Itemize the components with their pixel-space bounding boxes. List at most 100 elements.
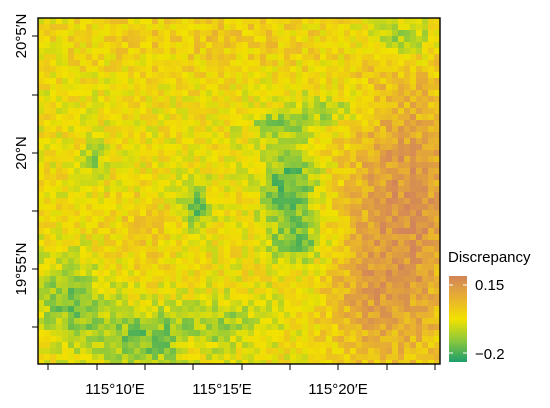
raster-cell (428, 60, 434, 66)
raster-cell (146, 270, 152, 276)
raster-cell (434, 90, 440, 96)
raster-cell (368, 318, 374, 324)
raster-cell (428, 42, 434, 48)
raster-cell (320, 102, 326, 108)
raster-cell (158, 156, 164, 162)
raster-cell (134, 168, 140, 174)
raster-cell (170, 48, 176, 54)
raster-cell (158, 270, 164, 276)
raster-cell (104, 288, 110, 294)
raster-cell (38, 198, 44, 204)
raster-cell (368, 246, 374, 252)
raster-cell (176, 300, 182, 306)
raster-cell (356, 306, 362, 312)
raster-cell (146, 342, 152, 348)
raster-cell (104, 282, 110, 288)
raster-cell (134, 114, 140, 120)
raster-cell (284, 168, 290, 174)
raster-cell (350, 216, 356, 222)
raster-cell (176, 342, 182, 348)
raster-cell (44, 312, 50, 318)
raster-cell (422, 144, 428, 150)
raster-cell (350, 234, 356, 240)
raster-cell (320, 240, 326, 246)
raster-cell (236, 150, 242, 156)
raster-cell (194, 288, 200, 294)
raster-cell (260, 174, 266, 180)
raster-cell (110, 180, 116, 186)
raster-cell (296, 198, 302, 204)
raster-cell (134, 84, 140, 90)
raster-cell (338, 84, 344, 90)
raster-cell (416, 270, 422, 276)
raster-cell (104, 246, 110, 252)
raster-cell (308, 30, 314, 36)
raster-cell (248, 66, 254, 72)
raster-cell (422, 294, 428, 300)
raster-cell (302, 300, 308, 306)
raster-cell (182, 252, 188, 258)
raster-cell (68, 186, 74, 192)
raster-cell (326, 288, 332, 294)
raster-cell (410, 162, 416, 168)
raster-cell (164, 42, 170, 48)
raster-cell (416, 168, 422, 174)
raster-cell (332, 174, 338, 180)
raster-cell (332, 354, 338, 360)
raster-cell (116, 78, 122, 84)
raster-cell (338, 306, 344, 312)
raster-cell (410, 276, 416, 282)
raster-cell (182, 144, 188, 150)
raster-cell (416, 288, 422, 294)
raster-cell (302, 348, 308, 354)
raster-cell (146, 30, 152, 36)
raster-cell (434, 210, 440, 216)
raster-cell (182, 114, 188, 120)
raster-cell (38, 318, 44, 324)
raster-cell (68, 312, 74, 318)
raster-cell (272, 276, 278, 282)
raster-cell (212, 240, 218, 246)
raster-cell (308, 234, 314, 240)
raster-cell (392, 186, 398, 192)
raster-cell (128, 36, 134, 42)
raster-cell (56, 60, 62, 66)
raster-cell (254, 156, 260, 162)
raster-cell (380, 192, 386, 198)
raster-cell (50, 222, 56, 228)
raster-cell (344, 60, 350, 66)
raster-cell (272, 306, 278, 312)
raster-cell (38, 78, 44, 84)
raster-cell (386, 144, 392, 150)
raster-cell (98, 90, 104, 96)
raster-cell (188, 324, 194, 330)
raster-cell (368, 228, 374, 234)
raster-cell (98, 96, 104, 102)
raster-cell (260, 48, 266, 54)
raster-cell (230, 312, 236, 318)
raster-cell (320, 150, 326, 156)
raster-cell (302, 246, 308, 252)
raster-cell (140, 60, 146, 66)
raster-cell (410, 330, 416, 336)
raster-cell (68, 42, 74, 48)
raster-cell (308, 300, 314, 306)
raster-cell (332, 240, 338, 246)
raster-cell (368, 210, 374, 216)
raster-cell (422, 276, 428, 282)
raster-cell (128, 60, 134, 66)
raster-cell (140, 156, 146, 162)
raster-cell (302, 54, 308, 60)
raster-cell (392, 330, 398, 336)
raster-cell (182, 324, 188, 330)
raster-cell (200, 108, 206, 114)
raster-cell (86, 84, 92, 90)
legend-min-label: −0.2 (475, 346, 505, 363)
raster-cell (128, 162, 134, 168)
raster-cell (242, 132, 248, 138)
raster-cell (62, 138, 68, 144)
raster-cell (200, 90, 206, 96)
raster-cell (134, 30, 140, 36)
raster-cell (422, 78, 428, 84)
raster-cell (176, 258, 182, 264)
